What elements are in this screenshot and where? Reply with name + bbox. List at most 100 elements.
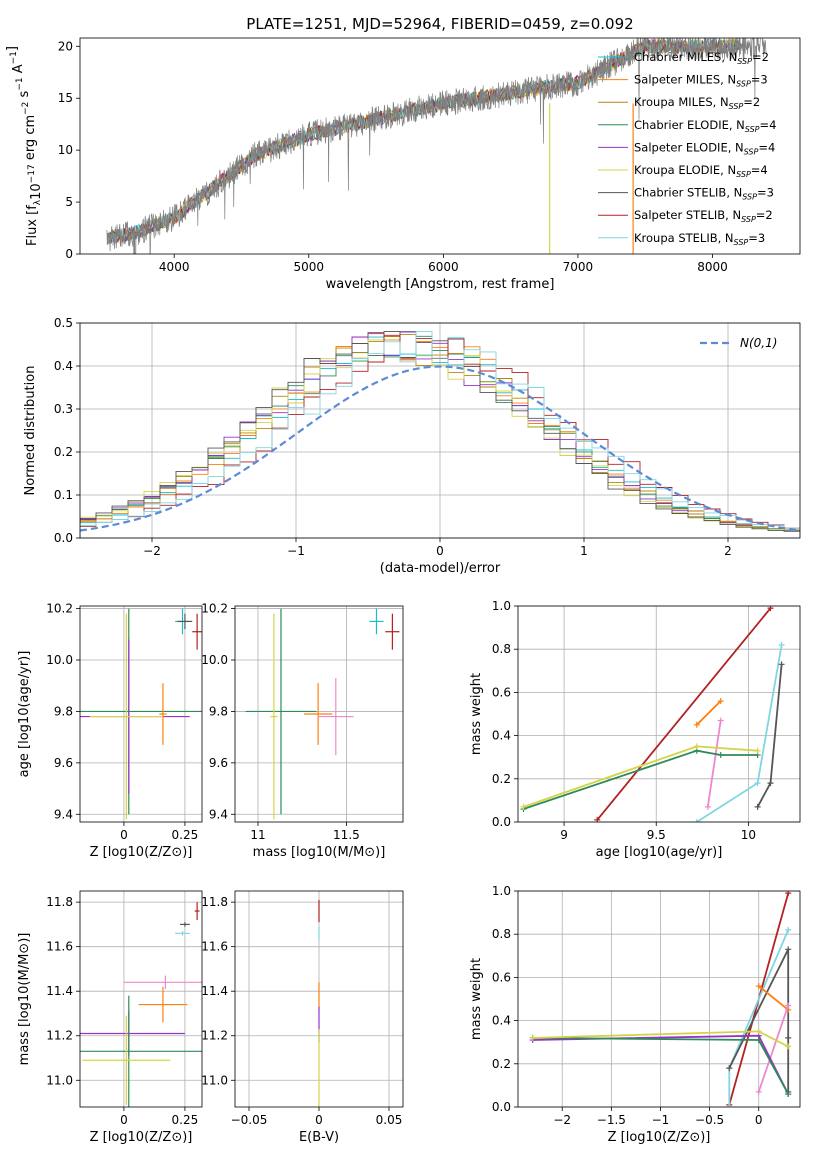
y-tick-label: 0.0 xyxy=(54,531,73,545)
axes-frame xyxy=(234,605,404,823)
y-axis-label: mass [log10(M/M⊙)] xyxy=(17,933,32,1066)
y-tick-label: 1.0 xyxy=(492,884,511,898)
mass-weight-marker xyxy=(693,819,700,822)
x-tick-label: 0 xyxy=(755,1113,763,1127)
mass-weight-line xyxy=(728,948,790,1092)
y-tick-label: 0.0 xyxy=(492,1100,511,1114)
mass-weight-marker xyxy=(717,717,724,724)
legend: N(0,1) xyxy=(700,336,777,350)
errorbar-point xyxy=(123,975,202,989)
x-axis-label: Z [log10(Z/Z⊙)] xyxy=(90,1130,193,1145)
y-tick-label: 11.8 xyxy=(46,895,73,909)
mass-weight-marker xyxy=(726,1065,733,1072)
mass-weight-marker xyxy=(717,698,724,705)
mass-weight-marker xyxy=(755,983,762,990)
legend-entry: Chabrier MILES, NSSP=2 xyxy=(634,50,769,66)
mass-weight-marker xyxy=(726,1104,733,1107)
x-tick-label: −2 xyxy=(553,1113,571,1127)
y-tick-label: 10.0 xyxy=(46,653,73,667)
errorbar-point xyxy=(318,678,354,756)
x-tick-label: 0 xyxy=(120,828,128,842)
y-tick-label: 11.0 xyxy=(201,1073,228,1087)
y-tick-label: 11.4 xyxy=(46,984,73,998)
legend-entry: Salpeter ELODIE, NSSP=4 xyxy=(634,140,775,156)
errorbar-point xyxy=(180,922,190,927)
x-tick-label: 4000 xyxy=(159,260,190,274)
y-axis-label: Flux [fλ10−17 erg cm−2 s−1 A−1] xyxy=(5,46,44,246)
y-tick-label: 20 xyxy=(58,39,73,53)
mass-weight-marker xyxy=(785,926,792,933)
y-tick-label: 0.4 xyxy=(492,729,511,743)
mass-weight-marker xyxy=(704,803,711,810)
panel-massweight-vs-age: 9 9.5 10 0.0 0.2 0.4 0.6 0.8 1.0 age [log10(age/y… xyxy=(469,599,801,860)
x-tick-label: 5000 xyxy=(294,260,325,274)
errorbar-point xyxy=(245,608,317,815)
y-tick-label: 0.6 xyxy=(492,970,511,984)
panel-age-vs-Z: 0 0.25 9.4 9.6 9.8 10.0 10.2 Z [log10(Z/Z⊙)] age… xyxy=(17,602,203,860)
legend-entry: Kroupa MILES, NSSP=2 xyxy=(634,95,760,111)
y-tick-label: 0.3 xyxy=(54,402,73,416)
x-tick-label: 0 xyxy=(436,544,444,558)
mass-weight-marker xyxy=(754,780,761,787)
x-axis-label: wavelength [Angstrom, rest frame] xyxy=(326,277,555,292)
mass-weight-marker xyxy=(693,743,700,750)
legend-entry: Chabrier ELODIE, NSSP=4 xyxy=(634,118,776,134)
y-tick-label: 0.1 xyxy=(54,488,73,502)
x-tick-label: 1 xyxy=(580,544,588,558)
legend: Chabrier MILES, NSSP=2 Salpeter MILES, NS… xyxy=(598,50,776,247)
y-tick-label: 0.8 xyxy=(492,642,511,656)
mass-weight-marker xyxy=(785,1043,792,1050)
y-tick-label: 0.0 xyxy=(492,815,511,829)
plot-area xyxy=(80,608,202,820)
mass-weight-marker xyxy=(785,946,792,953)
mass-weight-marker xyxy=(785,1034,792,1041)
y-axis-label: mass weight xyxy=(469,958,484,1040)
mass-weight-marker xyxy=(767,780,774,787)
plot-area xyxy=(520,606,785,822)
y-axis-label: Normed distribution xyxy=(23,366,38,496)
x-tick-label: 7000 xyxy=(563,260,594,274)
y-tick-label: 9.4 xyxy=(54,807,73,821)
errorbar-point xyxy=(138,986,188,1023)
y-tick-label: 11.0 xyxy=(46,1073,73,1087)
axes-frame xyxy=(79,322,801,539)
plot-area xyxy=(245,608,400,820)
y-tick-label: 0.6 xyxy=(492,685,511,699)
mass-weight-marker xyxy=(755,1088,762,1095)
panel-mass-vs-EBV: −0.05 0 0.05 11.0 11.2 11.4 11.6 11.8 E(B-V) xyxy=(201,890,404,1145)
plot-area xyxy=(80,331,800,538)
y-tick-label: 0 xyxy=(65,247,73,261)
legend-entry: Kroupa STELIB, NSSP=3 xyxy=(634,231,765,247)
errorbar-point xyxy=(89,613,163,820)
y-tick-label: 0.2 xyxy=(492,772,511,786)
x-axis-label: mass [log10(M/M⊙)] xyxy=(253,845,386,860)
mass-weight-marker xyxy=(520,803,527,810)
panel-spectrum: 4000 5000 6000 7000 8000 0 5 10 15 20 wavelength [… xyxy=(5,37,801,292)
axes-frame xyxy=(79,890,203,1108)
errorbar-point xyxy=(82,1015,171,1105)
x-axis-label: Z [log10(Z/Z⊙)] xyxy=(90,845,193,860)
y-tick-label: 11.2 xyxy=(201,1029,228,1043)
x-tick-label: 0.05 xyxy=(376,1113,403,1127)
plot-area xyxy=(106,38,767,254)
mass-weight-marker xyxy=(778,661,785,668)
errorbar-point xyxy=(192,613,202,650)
errorbar-point xyxy=(194,902,200,920)
mass-weight-line xyxy=(596,607,772,821)
x-tick-label: 0 xyxy=(120,1113,128,1127)
x-tick-label: 6000 xyxy=(428,260,459,274)
x-tick-label: −1.5 xyxy=(597,1113,626,1127)
y-tick-label: 9.6 xyxy=(209,756,228,770)
y-tick-label: 11.4 xyxy=(201,984,228,998)
x-tick-label: 0.25 xyxy=(172,828,199,842)
y-tick-label: 11.2 xyxy=(46,1029,73,1043)
plot-area xyxy=(80,902,202,1107)
errorbar-point xyxy=(159,683,167,745)
y-tick-label: 0.4 xyxy=(54,359,73,373)
panel-age-vs-mass: 11 11.5 9.4 9.6 9.8 10.0 10.2 mass [log10(M/M⊙)… xyxy=(201,602,404,860)
x-tick-label: −1 xyxy=(652,1113,670,1127)
errorbar-point xyxy=(177,613,193,630)
mass-weight-marker xyxy=(785,1091,792,1098)
mass-weight-marker xyxy=(785,1002,792,1009)
